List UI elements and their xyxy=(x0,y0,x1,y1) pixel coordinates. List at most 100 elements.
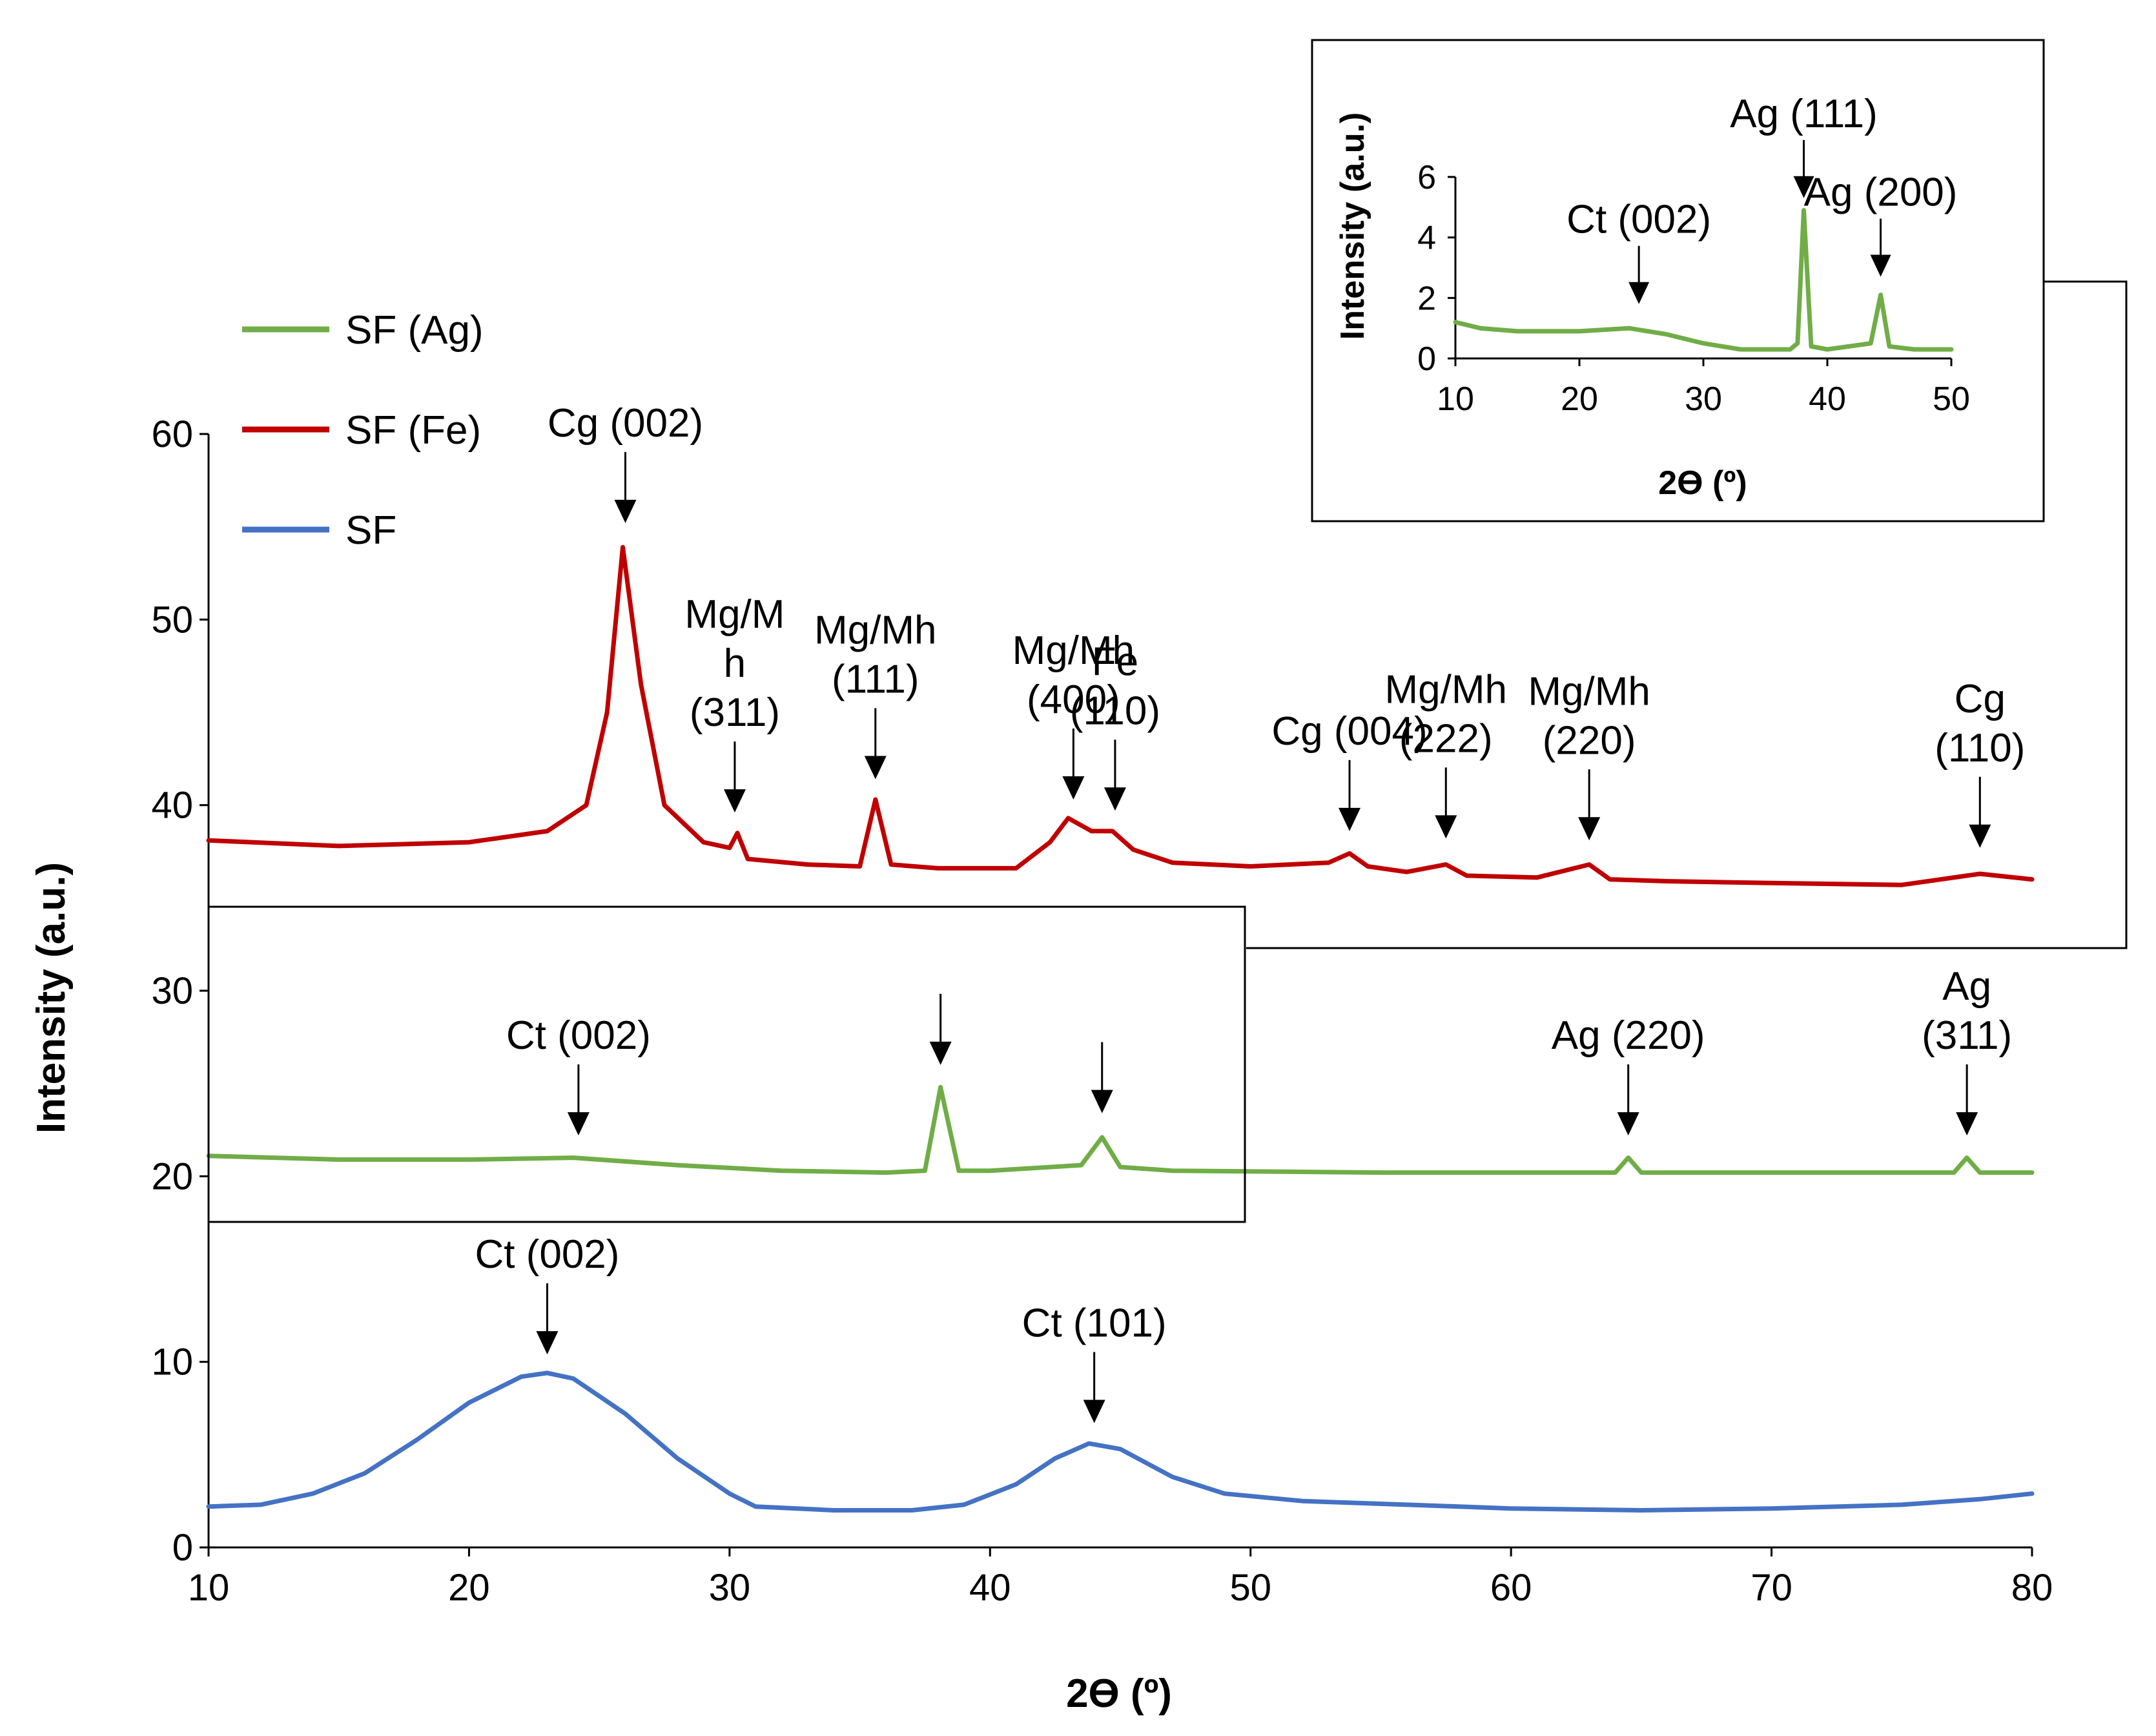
main-annotation-mg-m-h-311: Mg/Mh(311) xyxy=(684,592,785,813)
annotation-arrow-head xyxy=(614,499,637,523)
main-x-tick-label: 60 xyxy=(1490,1567,1532,1609)
legend-label-sf-ag: SF (Ag) xyxy=(345,308,484,353)
annotation-label: Ag (220) xyxy=(1552,1013,1705,1058)
main-y-tick-label: 10 xyxy=(151,1341,193,1383)
inset-frame xyxy=(1311,39,2045,522)
annotation-label: Cg (002) xyxy=(548,401,703,446)
annotation-arrow-head xyxy=(1956,1112,1978,1136)
inset-y-tick-label: 0 xyxy=(1417,340,1436,378)
inset-x-tick-label: 10 xyxy=(1437,380,1474,418)
annotation-label: Mg/Mh xyxy=(814,608,936,652)
annotation-label: Mg/Mh xyxy=(1385,667,1507,712)
legend-item-sf: SF xyxy=(242,508,396,553)
main-y-tick-label: 30 xyxy=(151,970,193,1012)
annotation-label: Cg (004) xyxy=(1271,709,1427,754)
legend-label-sf: SF xyxy=(345,508,396,553)
main-annotation-ct-002: Ct (002) xyxy=(506,1013,651,1136)
main-annotation-ct-101: Ct (101) xyxy=(1022,1301,1167,1423)
annotation-label: Mg/Mh xyxy=(1012,628,1134,673)
annotation-arrow-head xyxy=(1062,776,1085,800)
main-annotation-11 xyxy=(1091,1042,1113,1113)
annotation-label: (400) xyxy=(1027,677,1120,722)
main-x-axis-title: 2ϴ (º) xyxy=(1066,1671,1172,1716)
annotation-label: Ct (002) xyxy=(475,1232,619,1277)
legend: SF (Ag) SF (Fe) SF xyxy=(242,308,484,553)
zoom-box xyxy=(207,905,1246,1223)
main-y-tick-label: 50 xyxy=(151,599,193,641)
inset-annotation-ag-111: Ag (111) xyxy=(1730,92,1878,198)
main-x-tick-label: 80 xyxy=(2011,1567,2053,1609)
annotation-label: Mg/Mh xyxy=(1528,669,1650,714)
main-y-tick-label: 0 xyxy=(172,1527,193,1569)
annotation-label: (222) xyxy=(1399,716,1493,761)
annotation-arrow-head xyxy=(1339,807,1361,831)
main-x-tick-label: 30 xyxy=(709,1567,751,1609)
main-annotation-ct-002: Ct (002) xyxy=(475,1232,619,1355)
annotation-label: (110) xyxy=(1070,688,1160,733)
inset-annotation-ag-200: Ag (200) xyxy=(1804,170,1958,277)
annotation-label: Mg/M xyxy=(684,592,785,637)
inset-y-axis-title: Intensity (a.u.) xyxy=(1334,112,1371,340)
annotation-label: Ag xyxy=(1942,964,1991,1009)
main-x-tick-label: 40 xyxy=(969,1567,1011,1609)
annotation-arrow-head xyxy=(1870,254,1891,277)
inset-annotation-ct-002: Ct (002) xyxy=(1566,198,1711,304)
annotation-label: Cg xyxy=(1955,677,2006,721)
inset-x-axis-title: 2ϴ (º) xyxy=(1658,464,1747,502)
annotation-label: Ag (200) xyxy=(1804,170,1958,215)
inset-series-sf-ag xyxy=(1453,208,1954,352)
main-x-tick-label: 50 xyxy=(1229,1567,1271,1609)
annotation-arrow-head xyxy=(1793,176,1814,198)
annotation-arrow-head xyxy=(567,1112,590,1136)
annotation-label: Ct (002) xyxy=(1566,198,1711,242)
main-y-tick-label: 60 xyxy=(151,413,193,455)
annotation-arrow-head xyxy=(536,1331,559,1355)
annotation-arrow-head xyxy=(1091,1090,1113,1113)
annotation-label: (220) xyxy=(1543,718,1636,763)
main-series-sf xyxy=(206,1370,2035,1513)
inset-x-tick-label: 40 xyxy=(1809,380,1846,418)
annotation-arrow-head xyxy=(1628,282,1650,304)
inset-y-tick-label: 2 xyxy=(1417,280,1436,317)
main-x-tick-label: 20 xyxy=(448,1567,490,1609)
main-annotation-ag-220: Ag (220) xyxy=(1552,1013,1705,1136)
main-annotation-mg-mh-111: Mg/Mh (111) xyxy=(814,608,937,780)
annotation-label: (111) xyxy=(832,657,919,701)
zoom-connector xyxy=(207,280,2128,1223)
annotation-label: (110) xyxy=(1935,726,2025,770)
annotation-label: Ct (002) xyxy=(506,1013,651,1058)
inset-annotations: Ct (002) Ag (111) Ag (200) xyxy=(1566,92,1957,304)
inset-x-tick-label: 50 xyxy=(1933,380,1970,418)
annotation-label: Ag (111) xyxy=(1730,92,1878,136)
main-annotation-cg-110: Cg (110) xyxy=(1935,677,2025,848)
legend-label-sf-fe: SF (Fe) xyxy=(345,408,481,453)
annotation-label: Ct (101) xyxy=(1022,1301,1167,1345)
main-annotation-mg-mh-220: Mg/Mh(220) xyxy=(1528,669,1650,841)
annotation-arrow-head xyxy=(1617,1112,1639,1136)
legend-item-sf-ag: SF (Ag) xyxy=(242,308,484,353)
annotation-arrow-head xyxy=(1578,817,1601,841)
inset-y-tick-label: 4 xyxy=(1417,220,1436,257)
annotation-label: Fe xyxy=(1092,639,1138,684)
main-annotation-cg-004: Cg (004) xyxy=(1271,709,1428,831)
annotation-label: (311) xyxy=(1922,1013,2012,1058)
inset-x-tick-label: 20 xyxy=(1561,380,1598,418)
annotation-arrow-head xyxy=(1969,824,1991,848)
inset-x-tick-label: 30 xyxy=(1685,380,1722,418)
main-series-sf-fe xyxy=(206,544,2035,887)
legend-item-sf-fe: SF (Fe) xyxy=(242,408,481,453)
annotation-arrow-head xyxy=(864,756,887,780)
inset-axes: 10 20 30 40 50 0 2 4 6 xyxy=(1417,159,1970,418)
main-y-tick-label: 20 xyxy=(151,1155,193,1197)
annotation-label: (311) xyxy=(690,690,780,735)
annotation-arrow-head xyxy=(929,1041,952,1065)
inset-y-tick-label: 6 xyxy=(1417,159,1436,196)
main-series-sf-ag xyxy=(206,1084,2035,1175)
main-annotations: Cg (002)Mg/Mh(311)Mg/Mh(111)Mg/Mh(400)Fe… xyxy=(475,401,2025,1423)
inset-series-group xyxy=(1453,208,1954,352)
annotation-label: h xyxy=(724,641,746,686)
